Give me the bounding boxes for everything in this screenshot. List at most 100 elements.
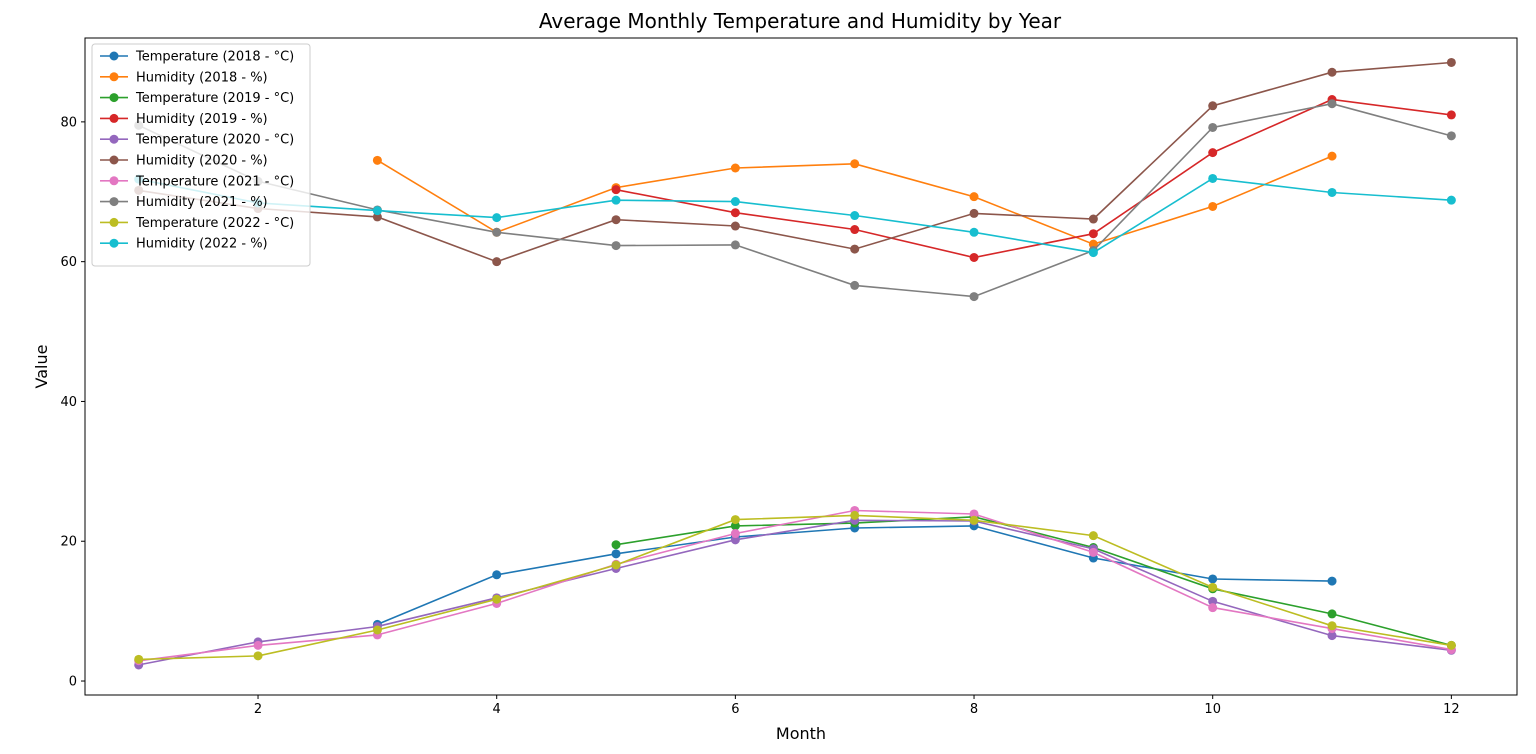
legend-label: Temperature (2018 - °C) [135, 50, 294, 65]
series-line [138, 102, 1452, 298]
series-8 [134, 510, 1456, 664]
legend-marker [109, 155, 119, 165]
chart-title: Average Monthly Temperature and Humidity… [539, 9, 1062, 33]
data-point [1327, 67, 1337, 77]
x-tick-label: 4 [493, 702, 501, 717]
legend-label: Temperature (2021 - °C) [135, 174, 294, 189]
data-point [611, 540, 621, 550]
data-point [492, 213, 502, 223]
data-point [850, 244, 860, 254]
data-point [372, 625, 382, 635]
data-point [253, 651, 263, 661]
plot-area [134, 57, 1456, 670]
data-point [611, 215, 621, 225]
data-point [1446, 640, 1456, 650]
data-point [372, 206, 382, 216]
legend-item: Humidity (2019 - %) [100, 112, 268, 127]
data-point [1088, 547, 1098, 557]
data-point [850, 159, 860, 169]
data-point [611, 241, 621, 251]
data-point [969, 192, 979, 202]
data-point [1088, 531, 1098, 541]
series-line [138, 519, 1452, 666]
legend-marker [109, 176, 119, 186]
x-tick-label: 8 [970, 702, 978, 717]
legend-box [91, 43, 311, 267]
data-point [730, 515, 740, 525]
data-point [730, 529, 740, 539]
legend-label: Humidity (2019 - %) [136, 112, 268, 127]
data-point [1088, 248, 1098, 258]
data-point [1327, 576, 1337, 586]
data-point [730, 197, 740, 207]
series-0 [372, 521, 1337, 629]
data-point [850, 225, 860, 235]
series-3 [611, 95, 1456, 262]
series-line [138, 509, 1452, 662]
series-line [615, 98, 1452, 259]
series-line [138, 61, 1452, 263]
data-point [492, 594, 502, 604]
legend-label: Temperature (2020 - °C) [135, 133, 294, 148]
plot-frame [84, 37, 1518, 696]
data-point [1208, 173, 1218, 183]
data-point [969, 227, 979, 237]
data-point [850, 280, 860, 290]
data-point [1327, 187, 1337, 197]
legend-marker [109, 93, 119, 103]
data-point [611, 185, 621, 195]
data-point [730, 240, 740, 250]
data-point [1088, 239, 1098, 249]
data-point [850, 510, 860, 520]
data-point [1088, 229, 1098, 239]
series-4 [134, 515, 1456, 670]
legend-label: Humidity (2022 - %) [136, 237, 268, 252]
legend-item: Humidity (2022 - %) [100, 237, 268, 252]
data-point [611, 195, 621, 205]
data-point [1208, 122, 1218, 132]
data-point [611, 560, 621, 570]
data-point [1327, 151, 1337, 161]
data-point [969, 509, 979, 519]
legend-item: Humidity (2021 - %) [100, 195, 268, 210]
series-line [138, 177, 1452, 254]
data-point [1327, 99, 1337, 109]
data-point [1208, 201, 1218, 211]
data-point [730, 221, 740, 231]
legend-marker [109, 113, 119, 123]
data-point [1208, 148, 1218, 158]
data-point [611, 549, 621, 559]
data-point [730, 208, 740, 218]
legend-marker [109, 72, 119, 82]
y-tick-label: 20 [60, 535, 77, 550]
x-tick-label: 12 [1443, 702, 1460, 717]
data-point [730, 163, 740, 173]
x-tick-label: 10 [1204, 702, 1221, 717]
legend-marker [109, 51, 119, 61]
data-point [969, 515, 979, 525]
y-axis-label: Value [32, 345, 51, 389]
data-point [1446, 110, 1456, 120]
legend: Temperature (2018 - °C) Humidity (2018 - … [91, 43, 311, 267]
data-point [1446, 195, 1456, 205]
data-point [1088, 214, 1098, 224]
legend-item: Humidity (2020 - %) [100, 154, 268, 169]
data-point [1446, 131, 1456, 141]
data-point [492, 227, 502, 237]
data-point [969, 208, 979, 218]
x-tick-label: 2 [254, 702, 262, 717]
x-tick-label: 6 [731, 702, 739, 717]
legend-item: Temperature (2019 - °C) [100, 91, 294, 106]
series-9 [134, 173, 1456, 258]
data-point [850, 211, 860, 221]
data-point [253, 640, 263, 650]
series-7 [134, 99, 1456, 302]
legend-item: Temperature (2021 - °C) [100, 174, 294, 189]
data-point [1446, 57, 1456, 67]
axes: 2 4 6 8 10 12 0 20 40 60 80 [60, 115, 1459, 717]
data-point [1327, 609, 1337, 619]
data-point [372, 212, 382, 222]
y-tick-label: 40 [60, 395, 77, 410]
legend-item: Humidity (2018 - %) [100, 70, 268, 85]
